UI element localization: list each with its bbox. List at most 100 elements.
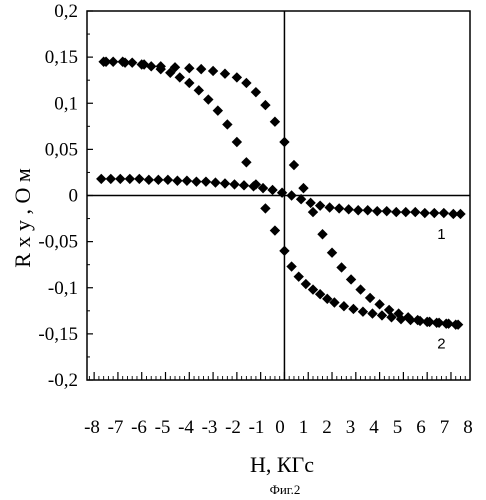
data-point-series-1 <box>324 202 334 212</box>
y-tick-label: -0,05 <box>38 232 78 253</box>
data-point-series-2 <box>208 66 218 76</box>
data-point-series-2 <box>175 72 185 82</box>
data-point-series-1 <box>410 207 420 217</box>
data-point-series-1 <box>106 174 116 184</box>
y-tick-label: -0,15 <box>38 324 78 345</box>
data-point-series-2 <box>203 94 213 104</box>
x-tick-label: -4 <box>178 417 194 438</box>
data-point-series-1 <box>420 208 430 218</box>
data-point-series-2 <box>146 61 156 71</box>
data-point-series-2 <box>289 160 299 170</box>
data-point-series-2 <box>374 299 384 309</box>
x-tick-label: -2 <box>225 417 241 438</box>
data-point-series-2 <box>367 308 377 318</box>
y-tick-labels: 0,20,150,10,050-0,05-0,1-0,15-0,2 <box>38 1 78 391</box>
x-tick-label: 1 <box>299 417 309 438</box>
data-points <box>96 57 466 330</box>
curve-label-2: 2 <box>437 336 445 353</box>
y-tick-label: 0 <box>69 186 79 207</box>
data-point-series-1 <box>343 204 353 214</box>
data-point-series-1 <box>353 205 363 215</box>
data-point-series-1 <box>429 208 439 218</box>
x-tick-label: 3 <box>346 417 356 438</box>
x-tick-label: -7 <box>108 417 124 438</box>
data-point-series-1 <box>239 180 249 190</box>
x-axis-title: H, КГс <box>250 452 314 477</box>
data-point-series-1 <box>439 208 449 218</box>
x-tick-label: -5 <box>155 417 171 438</box>
x-tick-label: 4 <box>369 417 379 438</box>
data-point-series-1 <box>172 176 182 186</box>
data-point-series-1 <box>229 179 239 189</box>
data-point-series-2 <box>286 261 296 271</box>
data-point-series-2 <box>241 78 251 88</box>
y-tick-label: 0,15 <box>45 47 78 68</box>
data-point-series-2 <box>232 137 242 147</box>
data-point-series-2 <box>327 247 337 257</box>
data-point-series-1 <box>115 174 125 184</box>
y-tick-label: 0,1 <box>54 93 78 114</box>
x-tick-label: 8 <box>463 417 473 438</box>
data-point-series-1 <box>182 176 192 186</box>
data-point-series-2 <box>279 246 289 256</box>
x-tick-label: 5 <box>393 417 403 438</box>
x-tick-label: -8 <box>84 417 100 438</box>
data-point-series-1 <box>210 177 220 187</box>
data-point-series-1 <box>401 207 411 217</box>
y-tick-label: 0,05 <box>45 139 78 160</box>
data-point-series-2 <box>213 105 223 115</box>
data-point-series-1 <box>372 206 382 216</box>
x-tick-label: -1 <box>249 417 265 438</box>
data-point-series-2 <box>194 85 204 95</box>
data-point-series-1 <box>277 188 287 198</box>
data-point-series-2 <box>301 279 311 289</box>
data-point-series-1 <box>220 178 230 188</box>
data-point-series-2 <box>317 229 327 239</box>
data-point-series-2 <box>220 69 230 79</box>
curve-label-1: 1 <box>437 226 445 243</box>
x-tick-label: 7 <box>440 417 450 438</box>
data-point-series-1 <box>267 185 277 195</box>
data-point-series-2 <box>260 100 270 110</box>
x-tick-label: -3 <box>202 417 218 438</box>
data-point-series-1 <box>305 198 315 208</box>
data-point-series-2 <box>294 271 304 281</box>
data-point-series-1 <box>163 175 173 185</box>
data-point-series-2 <box>377 310 387 320</box>
data-point-series-2 <box>251 87 261 97</box>
data-point-series-1 <box>134 174 144 184</box>
data-point-series-1 <box>286 190 296 200</box>
data-point-series-2 <box>365 293 375 303</box>
data-point-series-1 <box>153 175 163 185</box>
data-point-series-2 <box>336 262 346 272</box>
data-point-series-1 <box>391 207 401 217</box>
x-tick-label: 6 <box>416 417 426 438</box>
data-point-series-2 <box>232 72 242 82</box>
x-tick-label: -6 <box>131 417 147 438</box>
data-point-series-1 <box>96 174 106 184</box>
data-point-series-2 <box>346 274 356 284</box>
data-point-series-1 <box>125 174 135 184</box>
data-point-series-2 <box>184 78 194 88</box>
data-point-series-2 <box>348 304 358 314</box>
x-tick-label: 0 <box>275 417 285 438</box>
data-point-series-2 <box>298 183 308 193</box>
data-point-series-1 <box>191 176 201 186</box>
curve-labels: 12 <box>437 226 445 353</box>
data-point-series-2 <box>270 117 280 127</box>
data-point-series-2 <box>279 137 289 147</box>
data-point-series-2 <box>260 203 270 213</box>
data-point-series-1 <box>363 205 373 215</box>
data-point-series-2 <box>270 225 280 235</box>
data-point-series-2 <box>308 207 318 217</box>
data-point-series-2 <box>339 301 349 311</box>
data-point-series-1 <box>382 206 392 216</box>
x-tick-labels: -8 -7 -6 -5 -4 -3 -2 -1 012345678 <box>84 417 473 438</box>
data-point-series-2 <box>241 157 251 167</box>
data-point-series-2 <box>222 119 232 129</box>
figure-caption: Фиг.2 <box>270 482 301 497</box>
x-tick-label: 2 <box>322 417 332 438</box>
y-axis-title: R x y , О м <box>10 168 35 268</box>
data-point-series-2 <box>355 284 365 294</box>
